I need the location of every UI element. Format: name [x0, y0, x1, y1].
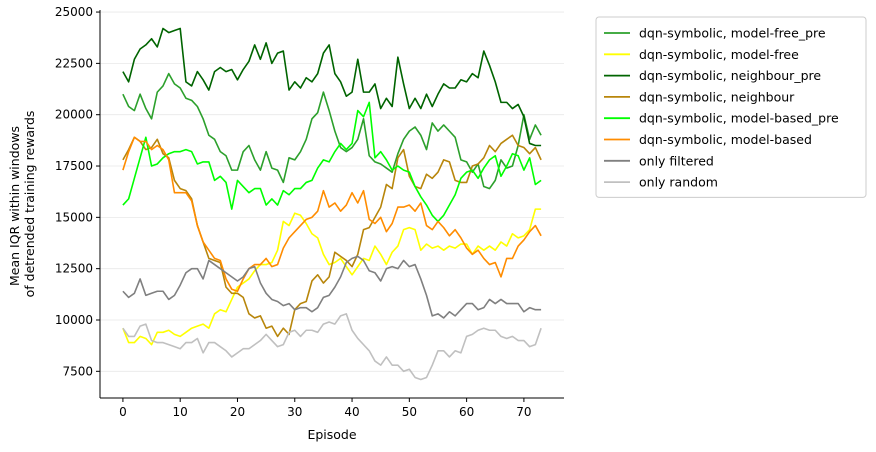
series-line-6 — [122, 255, 542, 319]
axes — [99, 10, 564, 399]
x-ticks: 0 10 20 30 40 50 60 70 — [119, 398, 532, 419]
y-tick-label-3: 15000 — [55, 210, 93, 224]
legend-label-2: dqn-symbolic, neighbour_pre — [639, 68, 821, 83]
y-tick-label-0: 7500 — [62, 364, 93, 378]
legend: dqn-symbolic, model-free_pre dqn-symbolic… — [595, 16, 867, 198]
legend-label-1: dqn-symbolic, model-free — [639, 47, 799, 62]
y-tick-label-5: 20000 — [55, 108, 93, 122]
series-line-7 — [122, 313, 542, 381]
y-tick-label-7: 25000 — [55, 5, 93, 19]
x-tick-label-2: 20 — [230, 405, 245, 419]
y-tick-label-1: 10000 — [55, 313, 93, 327]
legend-label-4: dqn-symbolic, model-based_pre — [639, 111, 839, 126]
legend-label-7: only random — [639, 175, 718, 190]
series-line-0 — [122, 72, 542, 190]
legend-frame — [595, 16, 867, 198]
series-line-2 — [122, 27, 542, 147]
series-line-4 — [122, 101, 542, 223]
legend-label-5: dqn-symbolic, model-based — [639, 132, 812, 147]
legend-label-0: dqn-symbolic, model-free_pre — [639, 26, 826, 41]
grid — [100, 11, 564, 372]
y-axis-label-line-1: Mean IQR within windows — [7, 126, 22, 286]
x-tick-label-4: 40 — [344, 405, 359, 419]
x-tick-label-5: 50 — [402, 405, 417, 419]
y-axis-label: Mean IQR within windows of detrended tra… — [7, 111, 37, 298]
x-tick-label-1: 10 — [173, 405, 188, 419]
x-tick-label-0: 0 — [119, 405, 127, 419]
y-tick-label-6: 22500 — [55, 56, 93, 70]
x-tick-label-3: 30 — [287, 405, 302, 419]
y-axis-label-line-2: of detrended training rewards — [22, 111, 37, 298]
series-layer — [122, 27, 542, 381]
legend-label-6: only filtered — [639, 153, 714, 168]
x-tick-label-7: 70 — [516, 405, 531, 419]
series-line-1 — [122, 208, 542, 346]
y-tick-label-4: 17500 — [55, 159, 93, 173]
x-axis-label: Episode — [307, 427, 356, 442]
series-line-5 — [122, 136, 542, 293]
legend-label-3: dqn-symbolic, neighbour — [639, 89, 795, 104]
x-tick-label-6: 60 — [459, 405, 474, 419]
y-ticks: 7500 10000 12500 15000 17500 20000 22500 25000 — [55, 5, 100, 378]
y-tick-label-2: 12500 — [55, 262, 93, 276]
